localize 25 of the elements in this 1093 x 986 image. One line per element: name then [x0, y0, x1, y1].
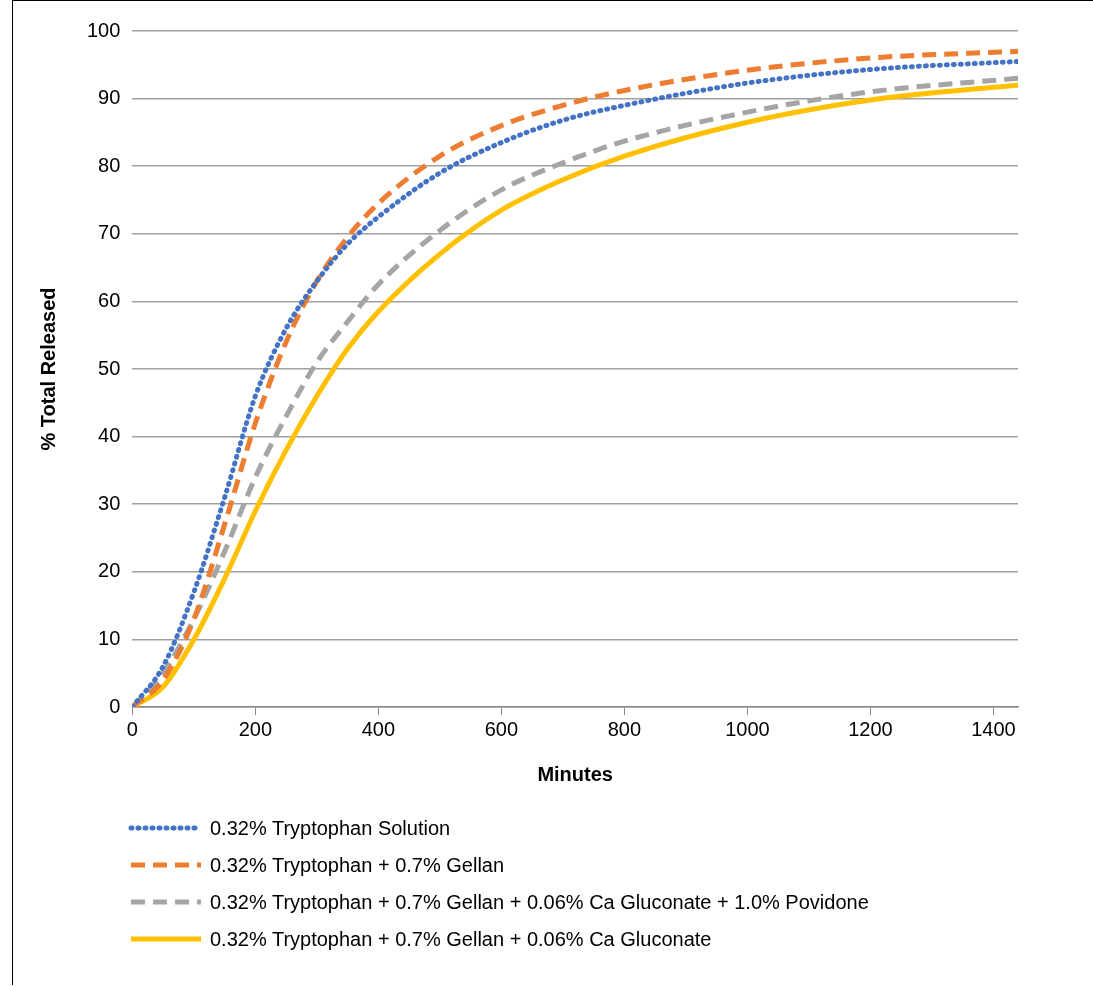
legend-label: 0.32% Tryptophan + 0.7% Gellan + 0.06% Ca Gluconate + 1.0% Povidone: [210, 890, 869, 914]
x-tick-label: 1400: [971, 717, 1016, 740]
x-axis-title: Minutes: [537, 762, 613, 785]
legend-label: 0.32% Tryptophan + 0.7% Gellan: [210, 853, 505, 877]
y-tick-label: 30: [98, 491, 121, 514]
y-tick-label: 60: [98, 288, 121, 311]
legend-label: 0.32% Tryptophan + 0.7% Gellan + 0.06% Ca Gluconate: [210, 927, 712, 951]
y-axis-title: % Total Released: [36, 287, 59, 451]
legend-label: 0.32% Tryptophan Solution: [210, 816, 451, 840]
y-tick-label: 10: [98, 626, 121, 649]
x-tick-label: 0: [126, 717, 138, 740]
x-tick-label: 200: [238, 717, 273, 740]
x-tick-label: 1200: [848, 717, 893, 740]
y-tick-label: 90: [98, 86, 121, 109]
y-tick-label: 40: [98, 424, 121, 447]
y-tick-label: 20: [98, 559, 121, 582]
y-tick-label: 0: [109, 694, 121, 717]
x-tick-label: 600: [484, 717, 519, 740]
y-tick-label: 50: [98, 356, 121, 379]
y-tick-label: 70: [98, 221, 121, 244]
x-tick-label: 400: [361, 717, 396, 740]
y-tick-label: 80: [98, 153, 121, 176]
x-tick-label: 1000: [725, 717, 770, 740]
y-tick-label: 100: [86, 18, 121, 41]
x-tick-label: 800: [607, 717, 642, 740]
